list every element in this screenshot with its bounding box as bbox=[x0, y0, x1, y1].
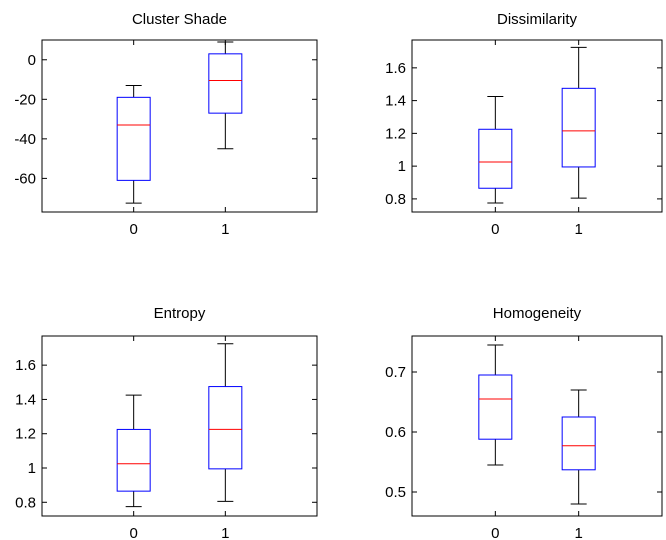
y-tick-label: 1.4 bbox=[15, 391, 36, 408]
y-tick-label: -40 bbox=[14, 131, 36, 148]
y-tick-label: 1.6 bbox=[15, 357, 36, 374]
x-tick-label: 0 bbox=[129, 525, 137, 540]
axes-frame bbox=[411, 335, 663, 517]
y-tick-label: -60 bbox=[14, 170, 36, 187]
y-tick-label: -20 bbox=[14, 91, 36, 108]
axes-frame bbox=[411, 39, 663, 213]
x-tick-label: 1 bbox=[574, 525, 582, 540]
x-tick-label: 1 bbox=[221, 525, 229, 540]
y-tick-label: 0 bbox=[28, 52, 36, 69]
y-tick-label: 0.5 bbox=[385, 484, 406, 501]
axes-frame bbox=[41, 335, 318, 517]
y-tick-label: 0.8 bbox=[385, 191, 406, 208]
y-tick-label: 0.6 bbox=[385, 424, 406, 441]
iqr-box bbox=[116, 428, 151, 492]
panel-title: Dissimilarity bbox=[497, 11, 577, 28]
x-tick-label: 0 bbox=[129, 221, 137, 238]
iqr-box bbox=[116, 96, 151, 181]
panel-dissimilarity: Dissimilarity 1.6 1.4 1.2 1 0.8 0 1 bbox=[385, 11, 663, 238]
axes-frame bbox=[41, 39, 318, 213]
y-tick-label: 1.2 bbox=[15, 426, 36, 443]
panel-title: Entropy bbox=[154, 305, 206, 322]
iqr-box bbox=[561, 87, 596, 168]
iqr-box bbox=[478, 374, 513, 440]
x-tick-label: 0 bbox=[491, 221, 499, 238]
iqr-box bbox=[208, 386, 243, 470]
panel-homogeneity: Homogeneity 0.7 0.6 0.5 0 1 bbox=[385, 305, 663, 540]
y-tick-label: 1 bbox=[28, 460, 36, 477]
panel-title: Cluster Shade bbox=[132, 11, 227, 28]
x-tick-label: 1 bbox=[221, 221, 229, 238]
y-tick-label: 0.8 bbox=[15, 494, 36, 511]
y-tick-label: 1.4 bbox=[385, 93, 406, 110]
y-tick-label: 1.2 bbox=[385, 125, 406, 142]
x-tick-label: 1 bbox=[574, 221, 582, 238]
panel-entropy: Entropy 1.6 1.4 1.2 1 0.8 0 1 bbox=[15, 305, 318, 540]
y-tick-label: 1.6 bbox=[385, 60, 406, 77]
x-tick-label: 0 bbox=[491, 525, 499, 540]
y-tick-label: 1 bbox=[398, 158, 406, 175]
y-tick-label: 0.7 bbox=[385, 364, 406, 381]
panel-cluster-shade: Cluster Shade 0 -20 -40 -60 0 1 bbox=[14, 11, 318, 238]
iqr-box bbox=[561, 416, 596, 471]
iqr-box bbox=[208, 53, 243, 114]
panel-title: Homogeneity bbox=[493, 305, 582, 322]
iqr-box bbox=[478, 128, 513, 189]
